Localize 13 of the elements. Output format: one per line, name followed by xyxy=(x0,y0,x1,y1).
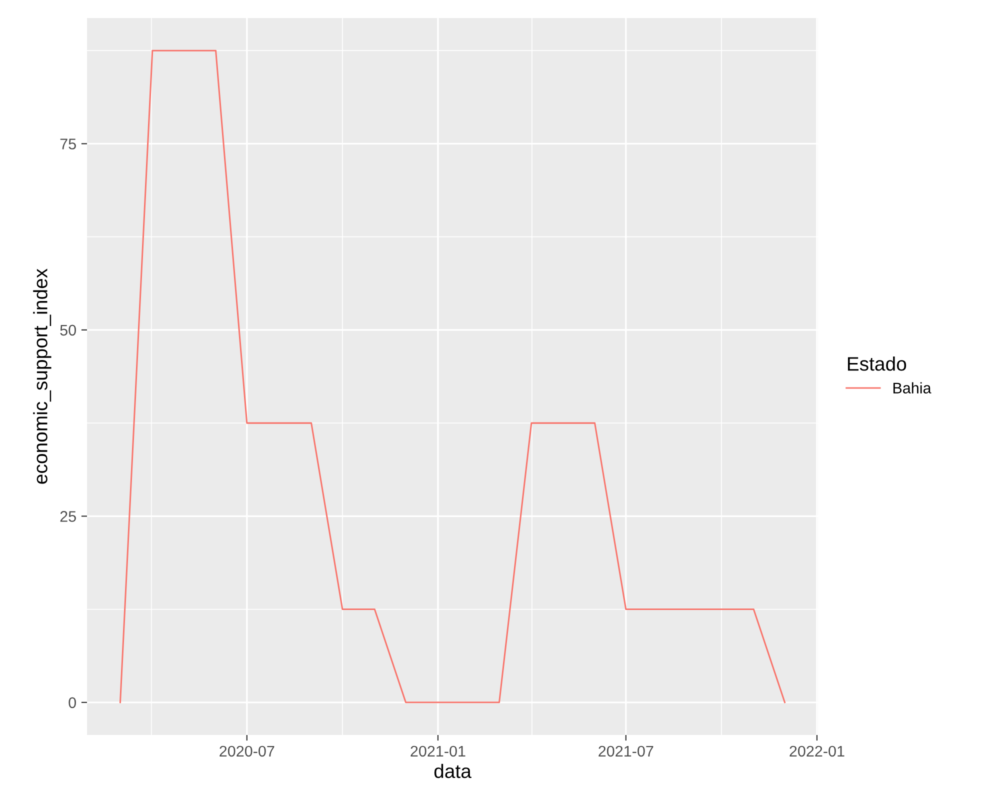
x-axis-title: data xyxy=(434,764,472,778)
y-tick-label: 25 xyxy=(60,511,76,522)
y-tick-label: 50 xyxy=(60,324,76,336)
legend-label: Bahia xyxy=(893,382,932,394)
x-tick-label: 2021-07 xyxy=(598,746,654,757)
x-tick-label: 2021-01 xyxy=(410,746,466,757)
x-tick-label: 2022-01 xyxy=(790,746,844,757)
y-tick-label: 75 xyxy=(60,138,76,150)
legend-title: Estado xyxy=(848,356,906,371)
y-tick-label: 0 xyxy=(68,697,76,708)
x-tick-label: 2020-07 xyxy=(220,746,274,757)
line-series xyxy=(119,50,786,704)
y-axis-title: economic_support_index xyxy=(33,268,52,484)
